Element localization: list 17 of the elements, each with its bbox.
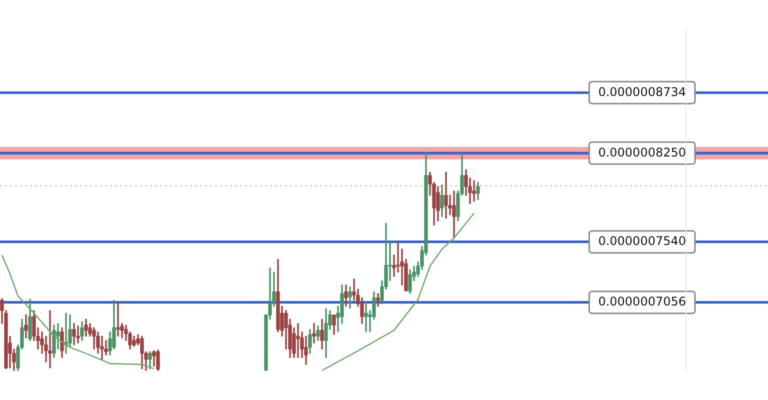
candlestick — [116, 302, 120, 337]
candlestick — [364, 302, 368, 332]
candlestick — [472, 180, 476, 202]
candlestick — [76, 326, 80, 344]
candlestick — [396, 242, 400, 272]
candlestick — [24, 314, 28, 338]
candlestick — [100, 336, 104, 361]
candlestick — [444, 172, 448, 219]
candlestick — [376, 293, 380, 307]
y-tick-label: 0.0000007056 — [598, 294, 686, 308]
y-tick-label: 0.0000007540 — [598, 234, 686, 248]
candlestick — [48, 310, 52, 368]
candlestick — [296, 323, 300, 358]
y-tick-label: 0.0000008250 — [598, 145, 686, 160]
candlestick — [312, 323, 316, 344]
y-tick-label: 0.0000008734 — [598, 84, 686, 99]
candlestick — [56, 323, 60, 350]
